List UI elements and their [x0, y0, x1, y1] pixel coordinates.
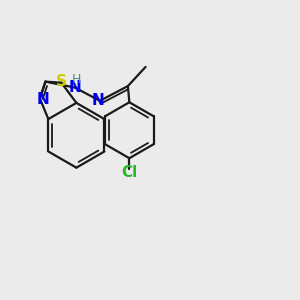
Text: Cl: Cl — [121, 165, 137, 180]
Text: N: N — [37, 92, 50, 107]
Text: S: S — [56, 74, 67, 89]
Text: N: N — [68, 80, 81, 95]
Text: N: N — [92, 93, 105, 108]
Text: H: H — [72, 73, 81, 86]
